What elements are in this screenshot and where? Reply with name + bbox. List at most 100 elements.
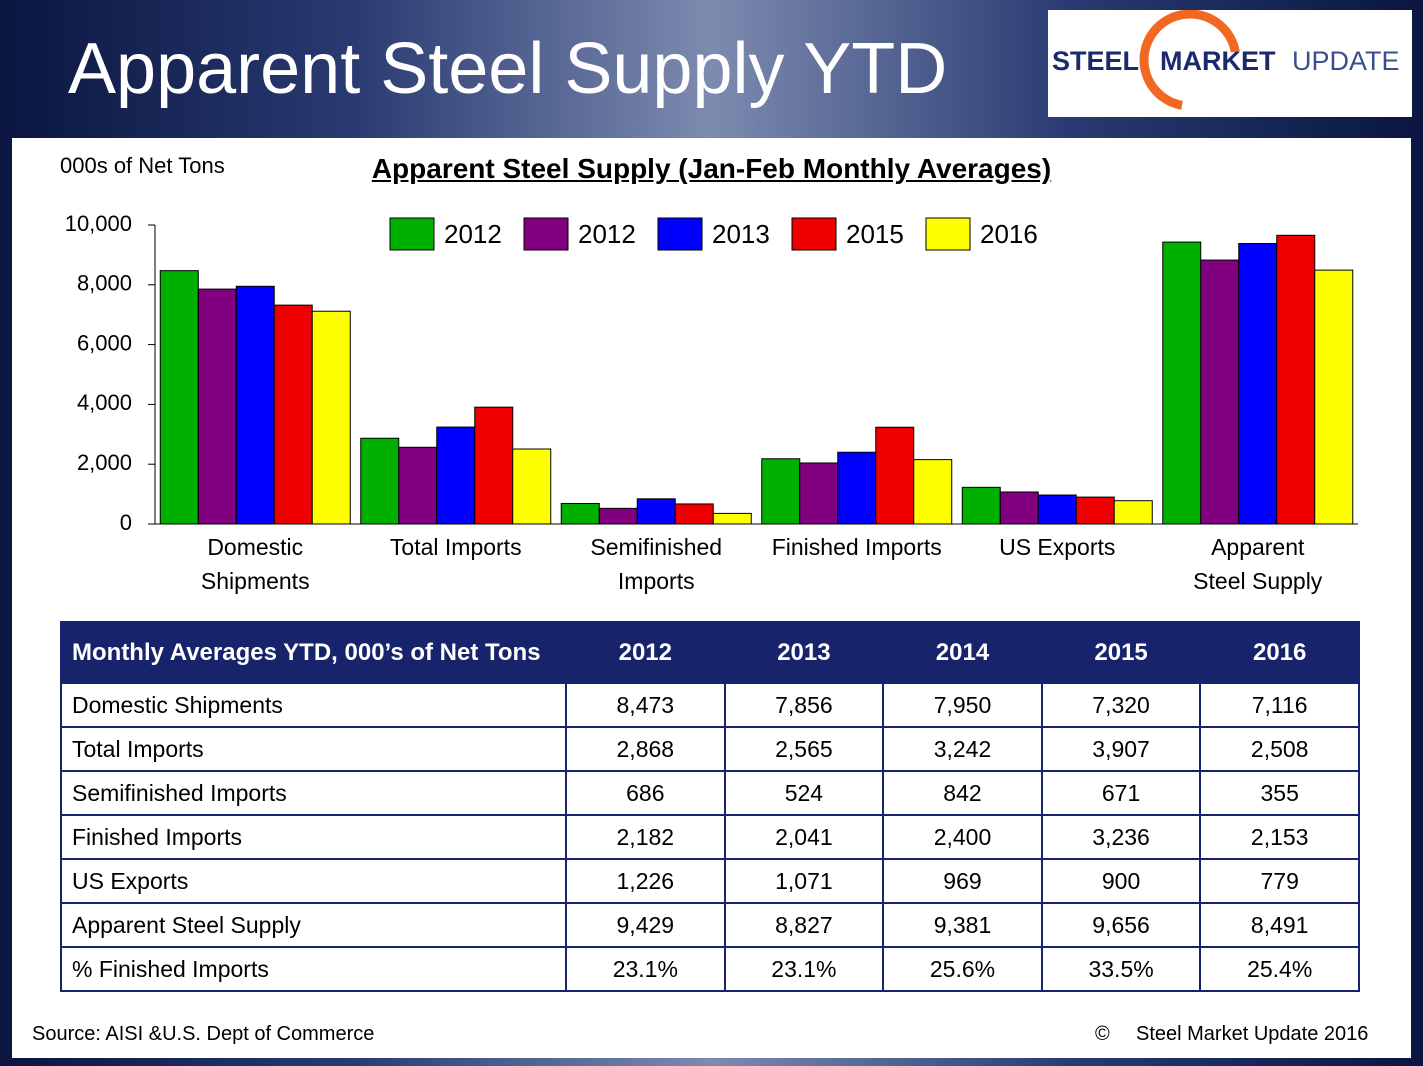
logo-word: MARKET: [1160, 46, 1276, 76]
table-row: Apparent Steel Supply 9,429 8,827 9,381 9,65…: [60, 902, 1360, 948]
logo-word: STEEL: [1052, 46, 1139, 76]
table-cell: Total Imports: [60, 726, 567, 772]
table-cell: 23.1%: [723, 946, 885, 992]
table-row: Total Imports 2,868 2,565 3,242 3,907 2,508: [60, 726, 1360, 772]
copyright-symbol: ©: [1095, 1023, 1110, 1045]
table-cell: 2,868: [565, 726, 726, 772]
legend-label: 2013: [712, 219, 770, 249]
table-cell: 8,491: [1199, 902, 1360, 948]
table-cell: 2,400: [882, 814, 1043, 860]
table-row: % Finished Imports 23.1% 23.1% 25.6% 33.5% 25…: [60, 946, 1360, 992]
table-header-cell: 2015: [1040, 621, 1202, 684]
legend-label: 2012: [444, 219, 502, 249]
y-tick-label: 10,000: [65, 211, 132, 236]
x-tick-label: Finished Imports: [771, 534, 942, 560]
table-cell: 9,381: [882, 902, 1043, 948]
bar: [999, 491, 1039, 525]
table-row: Domestic Shipments 8,473 7,856 7,950 7,320 7,…: [60, 682, 1360, 728]
logo-graphic: STEEL MARKET UPDATE: [1052, 9, 1400, 111]
table-cell: 2,508: [1199, 726, 1360, 772]
y-tick-label: 2,000: [77, 450, 132, 475]
bar: [875, 426, 915, 525]
table-cell: 25.4%: [1199, 946, 1360, 992]
x-tick-label: Semifinished Imports: [590, 534, 723, 594]
bar: [712, 512, 752, 525]
legend-swatch: [389, 217, 435, 251]
bar: [674, 503, 714, 525]
table-cell: 25.6%: [882, 946, 1043, 992]
bar: [235, 285, 275, 525]
legend-swatch: [791, 217, 837, 251]
bar: [837, 451, 877, 525]
table-cell: 969: [882, 858, 1043, 904]
legend-swatch: [657, 217, 703, 251]
table-cell: 671: [1040, 770, 1202, 816]
y-tick-label: 8,000: [77, 271, 132, 296]
table-cell: 9,429: [565, 902, 726, 948]
table-header-cell: 2016: [1199, 621, 1360, 684]
table-cell: US Exports: [60, 858, 567, 904]
table-header-cell: 2013: [723, 621, 885, 684]
data-table: Monthly Averages YTD, 000’s of Net Tons 2…: [60, 621, 1360, 992]
table-cell: 779: [1199, 858, 1360, 904]
table-cell: 524: [723, 770, 885, 816]
source: Source: AISI &U.S. Dept of Commerce: [32, 1023, 375, 1045]
table-cell: 355: [1199, 770, 1360, 816]
legend-label: 2016: [980, 219, 1038, 249]
table-header-cell: Monthly Averages YTD, 000’s of Net Tons: [60, 621, 567, 684]
bar: [560, 502, 600, 525]
legend-swatch: [523, 217, 569, 251]
bar: [961, 486, 1001, 525]
table-cell: 686: [565, 770, 726, 816]
table-cell: 1,226: [565, 858, 726, 904]
table-cell: 900: [1040, 858, 1202, 904]
table-cell: 8,827: [723, 902, 885, 948]
table-cell: 3,242: [882, 726, 1043, 772]
bar: [1075, 496, 1115, 525]
x-tick-label: Apparent Steel Supply: [1193, 534, 1323, 594]
bar: [1162, 241, 1202, 525]
table-cell: 2,041: [723, 814, 885, 860]
bar: [311, 310, 351, 525]
table-cell: % Finished Imports: [60, 946, 567, 992]
copyright: Steel Market Update 2016: [1136, 1023, 1369, 1045]
bar: [1037, 494, 1077, 525]
bar: [598, 507, 638, 525]
table-cell: 2,153: [1199, 814, 1360, 860]
chart-title: Apparent Steel Supply (Jan-Feb Monthly A…: [371, 153, 1052, 184]
legend-label: 2015: [846, 219, 904, 249]
legend-swatch: [925, 217, 971, 251]
table-row: Semifinished Imports 686 524 842 671 355: [60, 770, 1360, 816]
table-cell: 7,856: [723, 682, 885, 728]
table-header: Monthly Averages YTD, 000’s of Net Tons 2…: [60, 621, 1360, 684]
legend-label: 2012: [578, 219, 636, 249]
table-row: US Exports 1,226 1,071 969 900 779: [60, 858, 1360, 904]
chart: 0 2,000 4,000 6,000 8,000 10,000 2012 2012 2013 2…: [65, 211, 1358, 535]
table-cell: Apparent Steel Supply: [60, 902, 567, 948]
table-cell: 33.5%: [1040, 946, 1202, 992]
bar: [1200, 259, 1240, 525]
logo-word: UPDATE: [1292, 46, 1400, 76]
y-tick-label: 6,000: [77, 330, 132, 355]
table-header-cell: 2012: [565, 621, 726, 684]
bar: [436, 426, 476, 525]
y-axis-label: 000s of Net Tons: [60, 153, 225, 178]
slide-title: Apparent Steel Supply YTD: [68, 29, 948, 109]
bar: [1314, 269, 1354, 525]
table-cell: 9,656: [1040, 902, 1202, 948]
table-cell: 7,116: [1199, 682, 1360, 728]
x-tick-label: Domestic Shipments: [200, 534, 310, 594]
bar: [799, 462, 839, 525]
bar: [398, 446, 438, 525]
table-cell: 7,320: [1040, 682, 1202, 728]
table-cell: Finished Imports: [60, 814, 567, 860]
table-header-cell: 2014: [882, 621, 1043, 684]
bar: [913, 459, 953, 525]
bar: [1113, 500, 1153, 525]
table-cell: 8,473: [565, 682, 726, 728]
y-tick-label: 4,000: [77, 390, 132, 415]
bar: [1276, 234, 1316, 525]
bar: [474, 406, 514, 525]
bar: [1238, 243, 1278, 525]
